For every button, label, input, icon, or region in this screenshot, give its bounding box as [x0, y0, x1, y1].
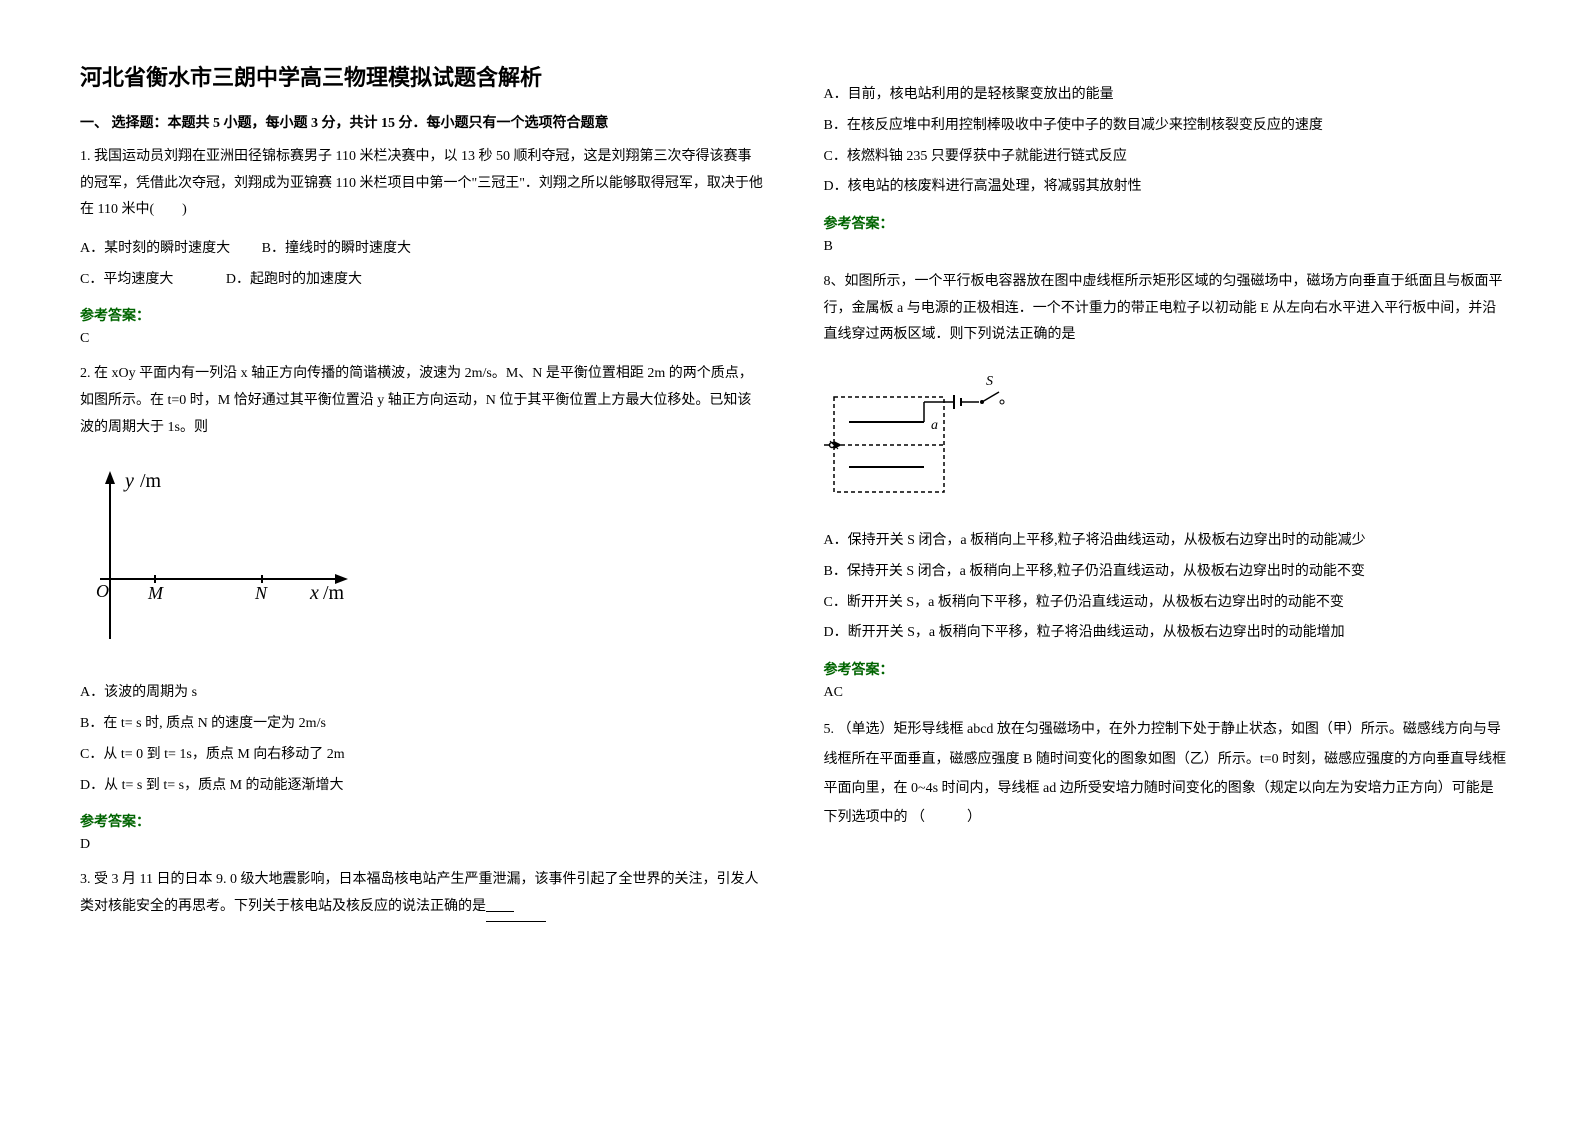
section-1-header: 一、 选择题：本题共 5 小题，每小题 3 分，共计 15 分．每小题只有一个选… — [80, 112, 764, 132]
question-2-options: A．该波的周期为 s B．在 t= s 时, 质点 N 的速度一定为 2m/s … — [80, 678, 764, 801]
q1-option-c: C．平均速度大 — [80, 272, 173, 287]
svg-text:y: y — [123, 470, 134, 492]
q3-option-c: C．核燃料铀 235 只要俘获中子就能进行链式反应 — [824, 142, 1508, 173]
q1-option-a: A．某时刻的瞬时速度大 — [80, 241, 230, 256]
q1-answer: C — [80, 331, 764, 347]
q3-answer-label: 参考答案： — [824, 213, 1508, 233]
q2-answer: D — [80, 837, 764, 853]
q8-option-b: B．保持开关 S 闭合，a 板稍向上平移,粒子仍沿直线运动，从极板右边穿出时的动… — [824, 557, 1508, 588]
document-title: 河北省衡水市三朗中学高三物理模拟试题含解析 — [80, 60, 764, 92]
q2-option-b: B．在 t= s 时, 质点 N 的速度一定为 2m/s — [80, 709, 764, 740]
q3-text-content: 3. 受 3 月 11 日的日本 9. 0 级大地震影响，日本福岛核电站产生严重… — [80, 872, 758, 914]
svg-text:M: M — [147, 583, 164, 603]
q8-option-a: A．保持开关 S 闭合，a 板稍向上平移,粒子将沿曲线运动，从极板右边穿出时的动… — [824, 526, 1508, 557]
svg-text:/m: /m — [140, 470, 162, 492]
q3-blank — [486, 894, 546, 922]
q1-option-b: B．撞线时的瞬时速度大 — [262, 241, 411, 256]
question-3-text: 3. 受 3 月 11 日的日本 9. 0 级大地震影响，日本福岛核电站产生严重… — [80, 867, 764, 921]
q8-circuit-diagram: a S — [824, 367, 1024, 507]
svg-text:x: x — [309, 582, 319, 604]
question-3-options: A．目前，核电站利用的是轻核聚变放出的能量 B．在核反应堆中利用控制棒吸收中子使… — [824, 80, 1508, 203]
question-2-text: 2. 在 xOy 平面内有一列沿 x 轴正方向传播的简谐横波，波速为 2m/s。… — [80, 361, 764, 441]
left-column: 河北省衡水市三朗中学高三物理模拟试题含解析 一、 选择题：本题共 5 小题，每小… — [50, 60, 794, 1082]
question-1-text: 1. 我国运动员刘翔在亚洲田径锦标赛男子 110 米栏决赛中，以 13 秒 50… — [80, 144, 764, 224]
q1-answer-label: 参考答案： — [80, 305, 764, 325]
q2-option-c: C．从 t= 0 到 t= 1s，质点 M 向右移动了 2m — [80, 740, 764, 771]
q2-answer-label: 参考答案： — [80, 811, 764, 831]
svg-text:a: a — [931, 418, 938, 433]
question-8-text: 8、如图所示，一个平行板电容器放在图中虚线框所示矩形区域的匀强磁场中，磁场方向垂… — [824, 269, 1508, 349]
q3-option-a: A．目前，核电站利用的是轻核聚变放出的能量 — [824, 80, 1508, 111]
svg-text:S: S — [986, 374, 993, 389]
q8-option-c: C．断开开关 S，a 板稍向下平移，粒子仍沿直线运动，从极板右边穿出时的动能不变 — [824, 588, 1508, 619]
question-5-text: 5. （单选）矩形导线框 abcd 放在匀强磁场中，在外力控制下处于静止状态，如… — [824, 715, 1508, 833]
q2-wave-graph: y /m O M N x /m — [80, 459, 360, 659]
svg-text:O: O — [96, 581, 109, 601]
q3-option-d: D．核电站的核废料进行高温处理，将减弱其放射性 — [824, 172, 1508, 203]
q2-option-a: A．该波的周期为 s — [80, 678, 764, 709]
q2-option-d: D．从 t= s 到 t= s，质点 M 的动能逐渐增大 — [80, 771, 764, 802]
right-column: A．目前，核电站利用的是轻核聚变放出的能量 B．在核反应堆中利用控制棒吸收中子使… — [794, 60, 1538, 1082]
svg-text:/m: /m — [323, 582, 345, 604]
q8-answer: AC — [824, 685, 1508, 701]
q1-option-d: D．起跑时的加速度大 — [226, 272, 362, 287]
svg-text:N: N — [254, 583, 268, 603]
q3-answer: B — [824, 239, 1508, 255]
q8-option-d: D．断开开关 S，a 板稍向下平移，粒子将沿曲线运动，从极板右边穿出时的动能增加 — [824, 618, 1508, 649]
question-1-options: A．某时刻的瞬时速度大 B．撞线时的瞬时速度大 C．平均速度大 D．起跑时的加速… — [80, 234, 764, 296]
q8-answer-label: 参考答案： — [824, 659, 1508, 679]
question-8-options: A．保持开关 S 闭合，a 板稍向上平移,粒子将沿曲线运动，从极板右边穿出时的动… — [824, 526, 1508, 649]
q3-option-b: B．在核反应堆中利用控制棒吸收中子使中子的数目减少来控制核裂变反应的速度 — [824, 111, 1508, 142]
